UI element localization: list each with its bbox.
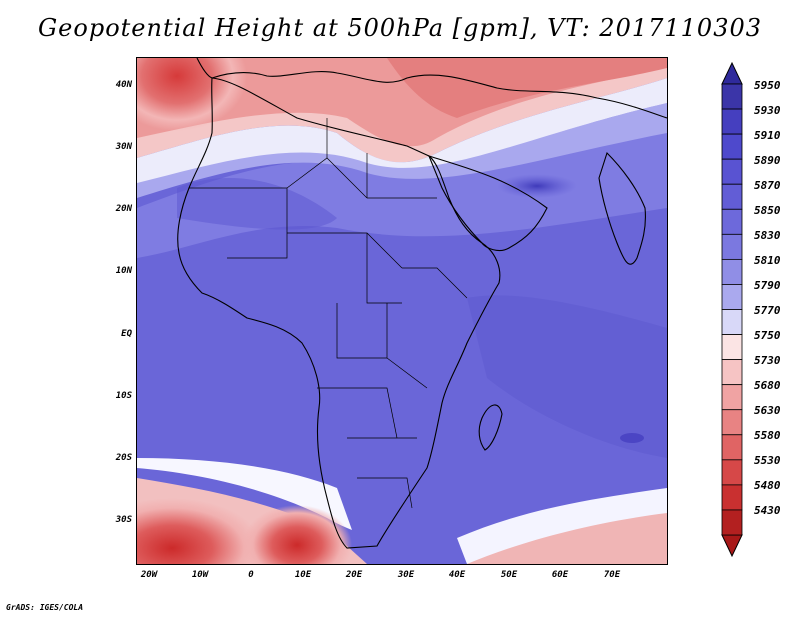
patch-indian-ocean: [467, 295, 667, 458]
lon-label-20w: 20W: [140, 570, 158, 580]
lon-label-60e: 60E: [551, 570, 569, 580]
lat-label-20s: 20S: [115, 453, 132, 463]
lon-label-70e: 70E: [603, 570, 621, 580]
high-center: [497, 174, 577, 198]
lon-label-40e: 40E: [448, 570, 466, 580]
southeast-band: [467, 508, 667, 564]
colorbar-cell: [721, 158, 743, 185]
colorbar-graphic: [721, 62, 743, 557]
colorbar-cell: [721, 309, 743, 335]
north-inner-band: [387, 58, 667, 118]
colorbar-level-label: 5890: [754, 153, 781, 167]
map-panel: [136, 57, 668, 565]
south-white-band: [137, 458, 352, 530]
south-low: [242, 505, 352, 564]
colorbar-top-arrow: [721, 62, 743, 85]
colorbar-cell: [721, 208, 743, 235]
lon-label-10w: 10W: [191, 570, 209, 580]
lat-label-30n: 30N: [115, 142, 132, 152]
southwest-low: [137, 498, 262, 564]
colorbar-level-label: 5680: [754, 379, 781, 393]
colorbar-cell: [721, 434, 743, 461]
lat-label-eq: EQ: [121, 329, 132, 339]
colorbar-cell: [721, 108, 743, 135]
colorbar-level-label: 5430: [754, 504, 781, 518]
lon-label-20e: 20E: [345, 570, 363, 580]
height-field-map: [137, 58, 667, 564]
colorbar-cell: [721, 459, 743, 486]
lon-label-30e: 30E: [397, 570, 415, 580]
north-white-band: [137, 78, 667, 183]
lat-label-40n: 40N: [115, 80, 132, 90]
country-borders: [189, 118, 468, 509]
coastlines: [177, 58, 667, 549]
southeast-white-band: [457, 488, 667, 564]
credit-text: GrADS: IGES/COLA: [6, 603, 84, 612]
chart-title: Geopotential Height at 500hPa [gpm], VT:…: [38, 14, 762, 42]
colorbar-level-label: 5730: [754, 354, 781, 368]
lat-label-30s: 30S: [115, 515, 132, 525]
lon-label-50e: 50E: [500, 570, 518, 580]
colorbar-level-label: 5930: [754, 103, 781, 117]
colorbar-level-label: 5830: [754, 228, 781, 242]
colorbar-level-label: 5630: [754, 404, 781, 418]
colorbar-level-label: 5770: [754, 304, 781, 318]
colorbar-level-label: 5530: [754, 454, 781, 468]
lon-label-0: 0: [248, 570, 254, 580]
colorbar-level-label: 5480: [754, 479, 781, 493]
colorbar-cell: [721, 409, 743, 436]
colorbar-level-label: 5910: [754, 128, 781, 142]
colorbar-cell: [721, 359, 743, 386]
colorbar-cell: [721, 284, 743, 310]
lat-label-10s: 10S: [115, 391, 132, 401]
colorbar-cell: [721, 258, 743, 285]
colorbar-level-label: 5580: [754, 429, 781, 443]
colorbar-cell: [721, 484, 743, 511]
colorbar-cell: [721, 183, 743, 210]
colorbar-level-label: 5850: [754, 203, 781, 217]
colorbar-bottom-arrow: [721, 534, 743, 557]
colorbar-level-label: 5750: [754, 329, 781, 343]
colorbar-cell: [721, 334, 743, 361]
colorbar-level-label: 5810: [754, 253, 781, 267]
patch-small: [620, 433, 644, 443]
colorbar-level-label: 5790: [754, 278, 781, 292]
lat-label-10n: 10N: [115, 266, 132, 276]
colorbar-cell: [721, 133, 743, 160]
colorbar-cell: [721, 384, 743, 411]
colorbar-level-label: 5950: [754, 78, 781, 92]
colorbar-cell: [721, 83, 743, 110]
colorbar-cell: [721, 233, 743, 260]
colorbar-cell: [721, 509, 743, 536]
lat-label-20n: 20N: [115, 204, 132, 214]
patch-sahara: [177, 178, 337, 230]
colorbar-level-label: 5870: [754, 178, 781, 192]
lon-label-10e: 10E: [294, 570, 312, 580]
